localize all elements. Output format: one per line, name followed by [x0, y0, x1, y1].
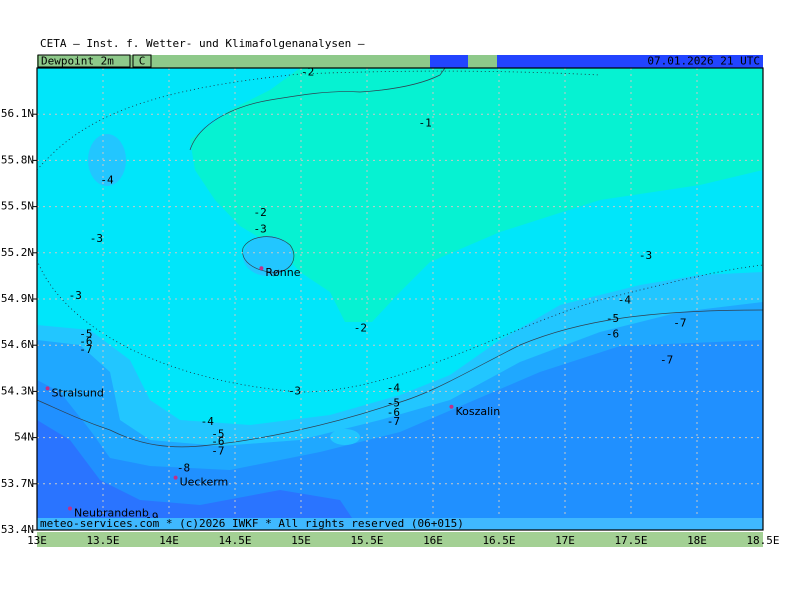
- field-zone: [190, 68, 763, 322]
- field-box: [37, 54, 131, 68]
- y-tick-label: 54.6N: [1, 338, 34, 351]
- contour-label: -5: [211, 428, 224, 441]
- x-tick-label: 18E: [687, 534, 707, 547]
- cities: Rønne Stralsund Koszalin Ueckerm Neubrandenb: [45, 266, 500, 519]
- contour-label: -4: [387, 381, 401, 394]
- x-tick-label: 17E: [555, 534, 575, 547]
- field-zone: [330, 429, 360, 445]
- contour-label: -7: [79, 343, 92, 356]
- coastlines: [36, 67, 764, 448]
- y-tick-label: 53.4N: [1, 523, 34, 536]
- x-tick-label: 16.5E: [482, 534, 515, 547]
- header-title: CETA — Inst. f. Wetter- und Klimafolgena…: [40, 37, 365, 50]
- contour-label: -2: [253, 206, 266, 219]
- y-tick-label: 55.2N: [1, 246, 34, 259]
- x-tick-label: 14E: [159, 534, 179, 547]
- x-tick-label: 18.5E: [746, 534, 779, 547]
- isoline: [36, 259, 764, 393]
- x-tick-label: 14.5E: [218, 534, 251, 547]
- unit-box: [132, 54, 152, 68]
- field-zone: [37, 340, 763, 530]
- isoline: [36, 70, 601, 171]
- contour-label: -6: [79, 335, 92, 348]
- contour-labels: -2-1-4-2-3-3-3-3 -4-2-5 -7-6-5-6-7-7-4-3-5…: [69, 66, 687, 524]
- y-tick-label: 55.5N: [1, 200, 34, 213]
- city-label: Stralsund: [52, 386, 104, 399]
- contour-label: -3: [253, 223, 266, 236]
- contour-label: -7: [660, 354, 673, 367]
- x-tick-label: 13E: [27, 534, 47, 547]
- field-shading: [37, 68, 763, 530]
- field-zone: [243, 236, 293, 276]
- city-label: Rønne: [265, 266, 300, 279]
- contour-label: -6: [606, 327, 619, 340]
- y-tick-label: 56.1N: [1, 107, 34, 120]
- city-dot: [449, 404, 454, 409]
- bottom-strip: [37, 532, 763, 547]
- timestamp: 07.01.2026 21 UTC: [647, 55, 760, 68]
- contour-label: -5: [79, 327, 92, 340]
- axes: 13E 13.5E 14E 14.5E 15E 15.5E 16E 16.5E 17E 17.5E…: [1, 107, 780, 547]
- y-tick-label: 54N: [14, 431, 34, 444]
- contour-label: -8: [177, 461, 190, 474]
- x-tick-label: 13.5E: [86, 534, 119, 547]
- contour-label: -3: [288, 384, 301, 397]
- footer-band: [37, 518, 763, 530]
- city-label: Koszalin: [455, 405, 500, 418]
- x-tick-label: 17.5E: [614, 534, 647, 547]
- y-tick-label: 55.8N: [1, 153, 34, 166]
- city-label: Neubrandenb: [74, 506, 149, 519]
- contour-label: -4: [100, 173, 114, 186]
- x-tick-label: 15.5E: [350, 534, 383, 547]
- coastline: [189, 67, 446, 151]
- contour-label: -1: [418, 116, 431, 129]
- contour-label: -3: [90, 232, 103, 245]
- coastline: [36, 309, 764, 448]
- contour-label: -5: [606, 312, 619, 325]
- contour-label: -3: [69, 289, 82, 302]
- contour-label: -4: [618, 294, 632, 307]
- contour-label: -7: [387, 415, 400, 428]
- contour-label: -7: [673, 317, 686, 330]
- city-dot: [173, 475, 178, 480]
- contour-label: -7: [211, 444, 224, 457]
- header-strip-blue: [497, 55, 763, 68]
- y-tick-label: 53.7N: [1, 477, 34, 490]
- coastline: [242, 236, 295, 273]
- city-dot: [68, 506, 72, 511]
- city-dot: [259, 266, 264, 271]
- city-label: Ueckerm: [180, 476, 229, 489]
- y-tick-label: 54.9N: [1, 292, 34, 305]
- contour-label: -6: [211, 435, 224, 448]
- city-dot: [45, 386, 50, 391]
- contour-label: -2: [301, 66, 314, 79]
- y-tick-label: 54.3N: [1, 384, 34, 397]
- field-label: Dewpoint_2m: [41, 55, 114, 68]
- header-strip-blue: [430, 55, 468, 68]
- contour-label: -6: [387, 406, 400, 419]
- unit-label: C: [139, 55, 146, 68]
- contour-label: -2: [354, 321, 367, 334]
- field-zone: [88, 134, 126, 186]
- contour-label: -4: [201, 415, 215, 428]
- x-tick-label: 16E: [423, 534, 443, 547]
- contour-label: -5: [387, 397, 400, 410]
- field-zone: [37, 420, 360, 530]
- x-tick-label: 15E: [291, 534, 311, 547]
- footer-text: meteo-services.com * (c)2026 IWKF * All …: [40, 517, 464, 530]
- contour-label: -3: [639, 249, 652, 262]
